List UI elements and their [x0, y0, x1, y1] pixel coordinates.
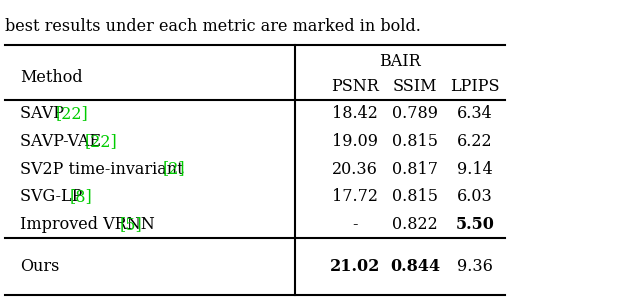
Text: 0.815: 0.815 [392, 133, 438, 150]
Text: 19.09: 19.09 [332, 133, 378, 150]
Text: [5]: [5] [120, 216, 143, 233]
Text: SSIM: SSIM [392, 78, 437, 95]
Text: 17.72: 17.72 [332, 188, 378, 205]
Text: SV2P time-invariant: SV2P time-invariant [20, 160, 189, 178]
Text: 0.789: 0.789 [392, 105, 438, 122]
Text: 0.844: 0.844 [390, 258, 440, 275]
Text: 20.36: 20.36 [332, 160, 378, 178]
Text: BAIR: BAIR [379, 53, 421, 70]
Text: 21.02: 21.02 [330, 258, 380, 275]
Text: [22]: [22] [56, 105, 89, 122]
Text: 5.50: 5.50 [455, 216, 494, 233]
Text: best results under each metric are marked in bold.: best results under each metric are marke… [5, 18, 421, 35]
Text: 0.815: 0.815 [392, 188, 438, 205]
Text: Ours: Ours [20, 258, 60, 275]
Text: 9.36: 9.36 [457, 258, 493, 275]
Text: 18.42: 18.42 [332, 105, 378, 122]
Text: SAVP-VAE: SAVP-VAE [20, 133, 106, 150]
Text: [8]: [8] [70, 188, 93, 205]
Text: [22]: [22] [84, 133, 117, 150]
Text: SVG-LP: SVG-LP [20, 188, 87, 205]
Text: PSNR: PSNR [331, 78, 379, 95]
Text: 6.22: 6.22 [457, 133, 493, 150]
Text: SAVP: SAVP [20, 105, 69, 122]
Text: 6.34: 6.34 [457, 105, 493, 122]
Text: 6.03: 6.03 [457, 188, 493, 205]
Text: 9.14: 9.14 [457, 160, 493, 178]
Text: Improved VRNN: Improved VRNN [20, 216, 160, 233]
Text: LPIPS: LPIPS [450, 78, 500, 95]
Text: [2]: [2] [163, 160, 185, 178]
Text: Method: Method [20, 69, 83, 86]
Text: -: - [352, 216, 358, 233]
Text: 0.817: 0.817 [392, 160, 438, 178]
Text: 0.822: 0.822 [392, 216, 438, 233]
